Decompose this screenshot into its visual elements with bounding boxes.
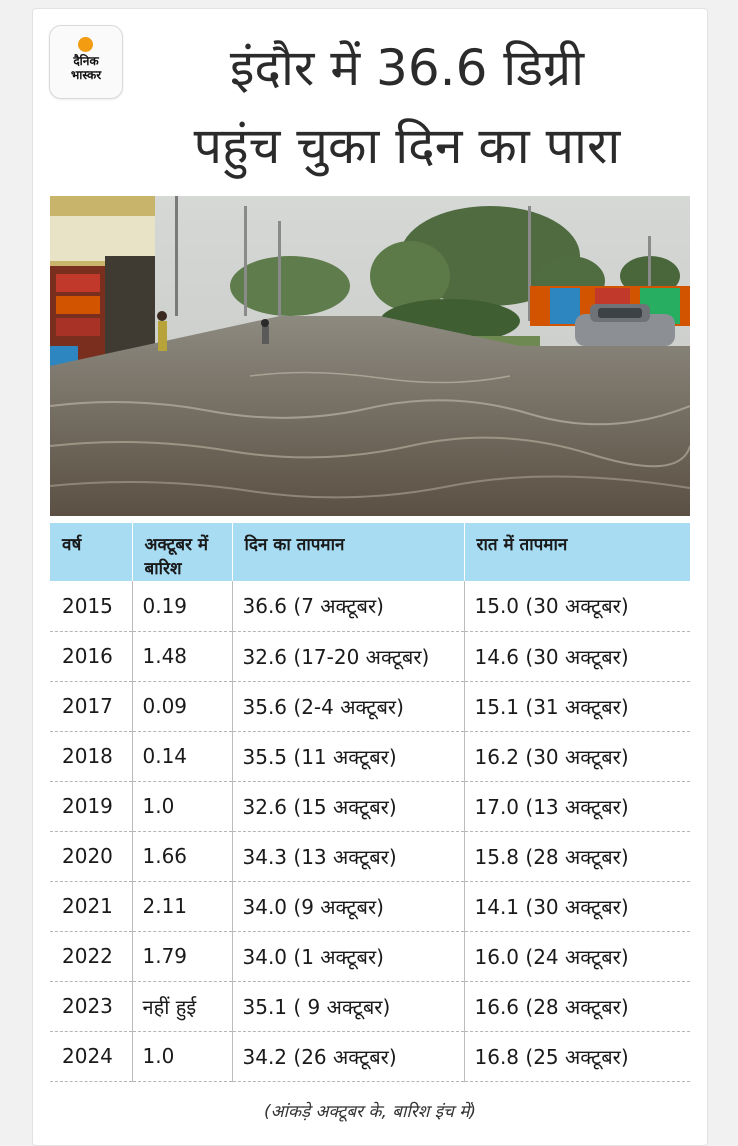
cell-day-temp: 35.1 ( 9 अक्टूबर): [231, 981, 464, 1032]
cell-night-temp: 16.0 (24 अक्टूबर): [463, 931, 690, 982]
photo-illustration: [50, 196, 690, 516]
brand-line1: दैनिक: [73, 54, 99, 68]
table-row: 2017 0.09 35.6 (2-4 अक्टूबर) 15.1 (31 अक…: [50, 681, 690, 732]
cell-night-temp: 15.1 (31 अक्टूबर): [463, 681, 690, 732]
cell-year: 2023: [50, 981, 132, 1032]
cell-rain: 2.11: [131, 881, 232, 932]
cell-day-temp: 32.6 (15 अक्टूबर): [231, 781, 464, 832]
brand-logo: दैनिक भास्कर: [49, 25, 123, 99]
table-row: 2024 1.0 34.2 (26 अक्टूबर) 16.8 (25 अक्ट…: [50, 1031, 690, 1082]
cell-night-temp: 16.8 (25 अक्टूबर): [463, 1031, 690, 1082]
cell-rain: 0.19: [131, 581, 232, 632]
flooded-street-photo: [50, 196, 690, 516]
header-day-temperature: दिन का तापमान: [231, 523, 464, 581]
cell-year: 2022: [50, 931, 132, 982]
footnote: (आंकड़े अक्टूबर के, बारिश इंच में): [263, 1102, 477, 1122]
cell-night-temp: 14.6 (30 अक्टूबर): [463, 631, 690, 682]
cell-year: 2019: [50, 781, 132, 832]
cell-year: 2024: [50, 1031, 132, 1082]
headline: इंदौर में 36.6 डिग्री पहुंच चुका दिन का …: [117, 29, 697, 185]
infographic-card: दैनिक भास्कर इंदौर में 36.6 डिग्री पहुंच…: [32, 8, 708, 1146]
cell-day-temp: 35.5 (11 अक्टूबर): [231, 731, 464, 782]
header-october-rain: अक्टूबर में बारिश: [131, 523, 232, 581]
cell-rain: 0.14: [131, 731, 232, 782]
brand-line2: भास्कर: [70, 68, 102, 82]
cell-day-temp: 34.0 (9 अक्टूबर): [231, 881, 464, 932]
cell-day-temp: 34.0 (1 अक्टूबर): [231, 931, 464, 982]
table-row: 2020 1.66 34.3 (13 अक्टूबर) 15.8 (28 अक्…: [50, 831, 690, 882]
cell-rain: 1.48: [131, 631, 232, 682]
cell-day-temp: 36.6 (7 अक्टूबर): [231, 581, 464, 632]
cell-year: 2020: [50, 831, 132, 882]
header-year: वर्ष: [50, 523, 132, 581]
table-row: 2015 0.19 36.6 (7 अक्टूबर) 15.0 (30 अक्ट…: [50, 581, 690, 632]
cell-day-temp: 34.2 (26 अक्टूबर): [231, 1031, 464, 1082]
cell-night-temp: 17.0 (13 अक्टूबर): [463, 781, 690, 832]
cell-rain: 1.0: [131, 1031, 232, 1082]
cell-rain: 0.09: [131, 681, 232, 732]
cell-night-temp: 16.2 (30 अक्टूबर): [463, 731, 690, 782]
sun-icon: [78, 37, 93, 52]
table-row: 2021 2.11 34.0 (9 अक्टूबर) 14.1 (30 अक्ट…: [50, 881, 690, 932]
table-row: 2023 नहीं हुई 35.1 ( 9 अक्टूबर) 16.6 (28…: [50, 981, 690, 1032]
cell-year: 2021: [50, 881, 132, 932]
cell-year: 2015: [50, 581, 132, 632]
cell-night-temp: 14.1 (30 अक्टूबर): [463, 881, 690, 932]
cell-rain: 1.66: [131, 831, 232, 882]
cell-year: 2016: [50, 631, 132, 682]
cell-year: 2017: [50, 681, 132, 732]
temperature-table: वर्ष अक्टूबर में बारिश दिन का तापमान रात…: [50, 523, 690, 1082]
table-row: 2019 1.0 32.6 (15 अक्टूबर) 17.0 (13 अक्ट…: [50, 781, 690, 832]
table-row: 2022 1.79 34.0 (1 अक्टूबर) 16.0 (24 अक्ट…: [50, 931, 690, 982]
header-night-temperature: रात में तापमान: [463, 523, 690, 581]
cell-night-temp: 15.8 (28 अक्टूबर): [463, 831, 690, 882]
cell-day-temp: 35.6 (2-4 अक्टूबर): [231, 681, 464, 732]
table-row: 2016 1.48 32.6 (17-20 अक्टूबर) 14.6 (30 …: [50, 631, 690, 682]
headline-line1: इंदौर में 36.6 डिग्री: [229, 39, 585, 97]
cell-rain: 1.0: [131, 781, 232, 832]
headline-line2: पहुंच चुका दिन का पारा: [193, 117, 621, 175]
cell-night-temp: 15.0 (30 अक्टूबर): [463, 581, 690, 632]
cell-day-temp: 34.3 (13 अक्टूबर): [231, 831, 464, 882]
cell-rain: नहीं हुई: [131, 981, 232, 1032]
cell-rain: 1.79: [131, 931, 232, 982]
table-header-row: वर्ष अक्टूबर में बारिश दिन का तापमान रात…: [50, 523, 690, 581]
cell-night-temp: 16.6 (28 अक्टूबर): [463, 981, 690, 1032]
cell-day-temp: 32.6 (17-20 अक्टूबर): [231, 631, 464, 682]
cell-year: 2018: [50, 731, 132, 782]
table-row: 2018 0.14 35.5 (11 अक्टूबर) 16.2 (30 अक्…: [50, 731, 690, 782]
